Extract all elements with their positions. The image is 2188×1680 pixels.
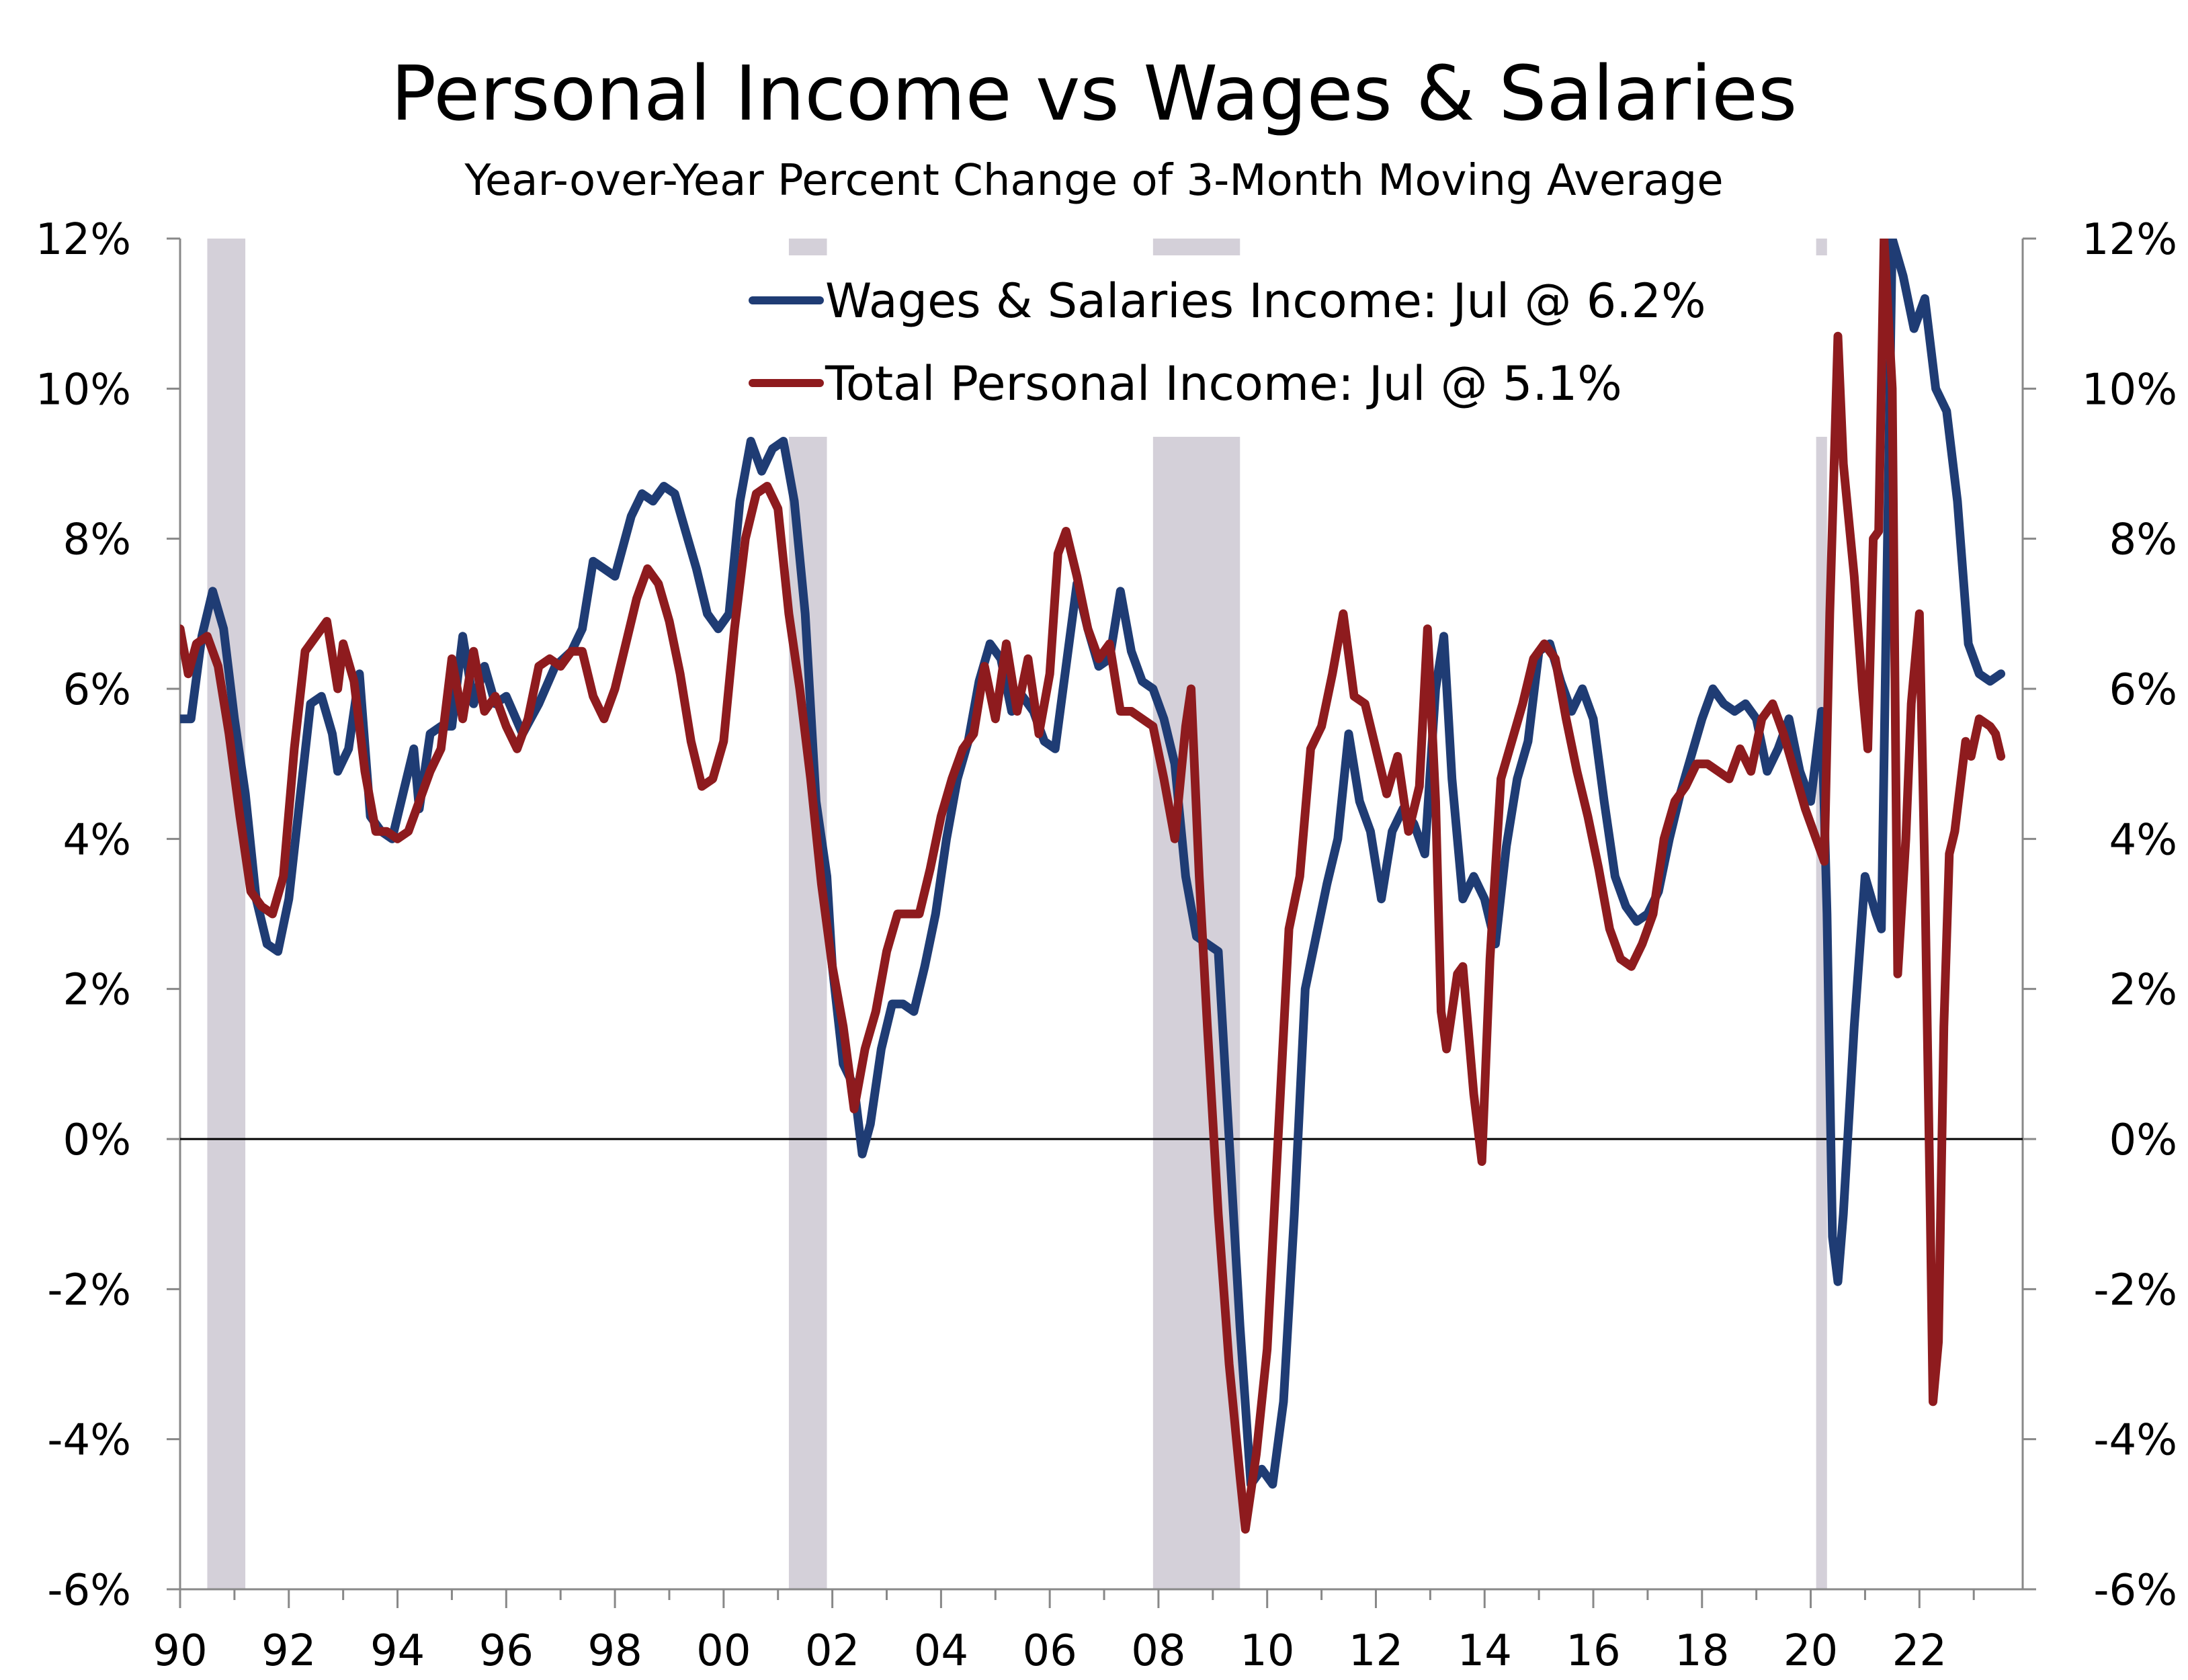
- y-tick-label: 10%: [36, 365, 131, 415]
- y-tick-label: -4%: [47, 1416, 131, 1466]
- y-tick-label: 0%: [62, 1116, 131, 1165]
- y-tick-label-right: 6%: [2109, 665, 2177, 715]
- chart-title: Personal Income vs Wages & Salaries: [391, 50, 1798, 138]
- recession-band: [1816, 239, 1827, 1589]
- y-tick-label: 8%: [62, 515, 131, 565]
- x-tick-label: 08: [1131, 1626, 1185, 1676]
- y-tick-label: 4%: [62, 815, 131, 865]
- y-tick-label-right: 8%: [2109, 515, 2177, 565]
- y-tick-label-right: -6%: [2093, 1566, 2177, 1615]
- y-tick-label: 2%: [62, 966, 131, 1015]
- y-tick-label-right: -4%: [2093, 1416, 2177, 1466]
- y-axis-left: 12% 10% 8% 6% 4% 2% 0% -2% -4% -6%: [36, 215, 180, 1615]
- x-tick-label: 92: [261, 1626, 316, 1676]
- y-tick-label-right: 0%: [2109, 1116, 2177, 1165]
- legend-label-total: Total Personal Income: Jul @ 5.1%: [825, 356, 1622, 411]
- x-tick-label: 20: [1783, 1626, 1838, 1676]
- y-tick-label-right: 12%: [2082, 215, 2177, 265]
- y-tick-label-right: 2%: [2109, 966, 2177, 1015]
- x-tick-label: 94: [370, 1626, 425, 1676]
- recession-band: [207, 239, 246, 1589]
- y-tick-label-right: -2%: [2093, 1265, 2177, 1315]
- chart-subtitle: Year-over-Year Percent Change of 3-Month…: [464, 156, 1723, 206]
- x-tick-label: 06: [1022, 1626, 1077, 1676]
- legend-label-wages: Wages & Salaries Income: Jul @ 6.2%: [825, 274, 1706, 329]
- x-tick-label: 10: [1240, 1626, 1294, 1676]
- y-tick-label-right: 4%: [2109, 815, 2177, 865]
- x-tick-label: 14: [1458, 1626, 1512, 1676]
- y-tick-label: -2%: [47, 1265, 131, 1315]
- plot-frame: [179, 239, 2024, 1591]
- x-tick-label: 02: [805, 1626, 859, 1676]
- x-tick-label: 16: [1566, 1626, 1620, 1676]
- x-tick-label: 22: [1892, 1626, 1947, 1676]
- recession-band: [788, 239, 827, 1589]
- x-tick-label: 96: [479, 1626, 534, 1676]
- x-tick-label: 98: [587, 1626, 642, 1676]
- y-tick-label: -6%: [47, 1566, 131, 1615]
- y-tick-label-right: 10%: [2082, 365, 2177, 415]
- y-axis-right: 12% 10% 8% 6% 4% 2% 0% -2% -4% -6%: [2023, 215, 2177, 1615]
- recession-shading: [207, 239, 1827, 1589]
- legend-background: [739, 255, 1828, 437]
- legend: Wages & Salaries Income: Jul @ 6.2% Tota…: [739, 255, 1828, 437]
- x-tick-label: 18: [1675, 1626, 1729, 1676]
- x-tick-label: 00: [696, 1626, 751, 1676]
- series-lines: [180, 239, 2006, 1534]
- y-tick-label: 12%: [36, 215, 131, 265]
- series-line-total: [180, 239, 2006, 1534]
- x-tick-label: 12: [1349, 1626, 1403, 1676]
- y-tick-label: 6%: [62, 665, 131, 715]
- x-tick-label: 90: [153, 1626, 207, 1676]
- x-tick-label: 04: [914, 1626, 968, 1676]
- x-axis: 90 92 94 96 98 00 02 04 06 08 10 12 14 16 18 20 22: [153, 1589, 1975, 1676]
